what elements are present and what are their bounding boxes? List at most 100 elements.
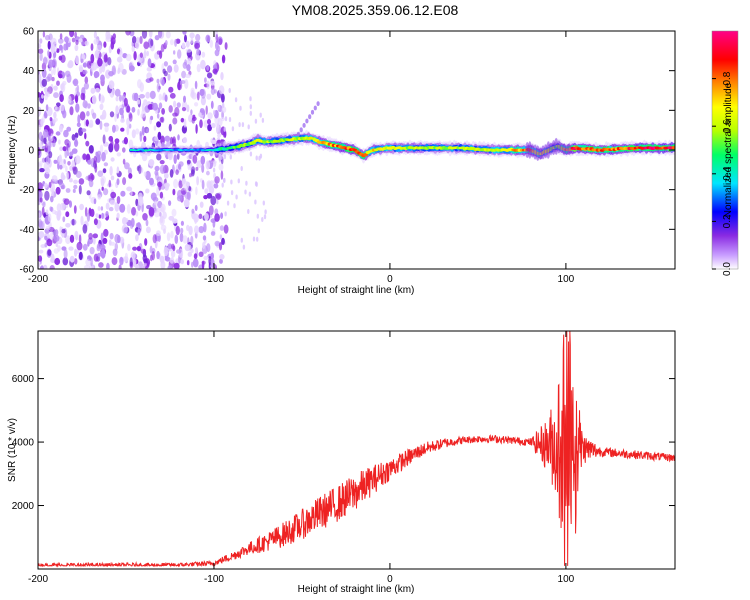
noise-blob bbox=[196, 63, 201, 73]
noise-blob bbox=[80, 92, 85, 101]
noise-blob bbox=[137, 108, 140, 116]
spectrogram-x-ticks: -200 -100 0 100 bbox=[28, 31, 575, 285]
noise-blob bbox=[163, 172, 169, 179]
noise-blob bbox=[82, 224, 88, 234]
noise-blob bbox=[249, 110, 252, 116]
noise-blob bbox=[90, 43, 94, 51]
noise-blob bbox=[135, 128, 140, 135]
colorbar-frame bbox=[711, 30, 739, 270]
noise-blob bbox=[180, 259, 184, 265]
noise-blob bbox=[224, 211, 227, 217]
noise-blob bbox=[148, 159, 155, 167]
noise-blob bbox=[44, 147, 48, 152]
noise-blob bbox=[112, 124, 116, 133]
noise-blob bbox=[175, 225, 180, 236]
noise-blob bbox=[97, 252, 102, 257]
noise-blob bbox=[38, 191, 43, 199]
noise-blob bbox=[110, 175, 115, 181]
spectrogram-y-label: Frequency (Hz) bbox=[7, 116, 18, 185]
noise-blob bbox=[55, 131, 61, 136]
noise-blob bbox=[214, 213, 220, 222]
noise-blob bbox=[88, 123, 94, 128]
noise-blob bbox=[54, 105, 58, 111]
noise-blob bbox=[50, 195, 54, 203]
noise-blob bbox=[164, 94, 168, 102]
noise-blob bbox=[186, 159, 191, 164]
noise-blob bbox=[185, 48, 192, 53]
noise-blob bbox=[220, 212, 224, 219]
y-tick-label: -60 bbox=[20, 265, 35, 276]
noise-blob bbox=[143, 51, 147, 59]
noise-blob bbox=[99, 94, 105, 104]
noise-blob bbox=[42, 115, 45, 124]
noise-blob bbox=[63, 249, 68, 259]
noise-blob bbox=[93, 31, 97, 39]
noise-blob bbox=[161, 108, 166, 115]
noise-blob bbox=[65, 211, 70, 218]
noise-blob bbox=[65, 188, 71, 193]
noise-blob bbox=[44, 34, 51, 41]
noise-blob bbox=[101, 63, 106, 73]
noise-blob bbox=[127, 243, 131, 251]
noise-blob bbox=[93, 71, 100, 78]
noise-blob bbox=[144, 238, 148, 246]
noise-blob bbox=[104, 125, 109, 133]
noise-blob bbox=[102, 134, 106, 144]
noise-blob bbox=[143, 171, 147, 177]
noise-blob bbox=[122, 217, 127, 225]
noise-blob bbox=[154, 165, 160, 172]
noise-blob bbox=[66, 150, 70, 157]
noise-blob bbox=[129, 65, 135, 72]
noise-blob bbox=[64, 149, 68, 159]
noise-blob bbox=[228, 88, 231, 93]
noise-blob bbox=[89, 246, 95, 255]
snr-panel: -200 -100 0 100 2000 4000 6000 Height of stra… bbox=[7, 330, 676, 595]
noise-blob bbox=[110, 139, 114, 149]
noise-blob bbox=[87, 159, 92, 165]
noise-blob bbox=[202, 241, 206, 250]
noise-blob bbox=[263, 214, 267, 220]
noise-blob bbox=[46, 91, 50, 98]
noise-blob bbox=[145, 226, 151, 234]
noise-blob bbox=[216, 199, 219, 205]
noise-blob bbox=[194, 42, 200, 49]
noise-blob bbox=[202, 235, 207, 241]
noise-blob bbox=[221, 93, 225, 103]
noise-blob bbox=[41, 78, 47, 87]
noise-blob bbox=[159, 191, 164, 199]
noise-blob bbox=[249, 104, 252, 110]
noise-blob bbox=[105, 211, 109, 217]
noise-blob bbox=[220, 154, 223, 160]
noise-blob bbox=[163, 246, 169, 257]
noise-blob bbox=[74, 132, 79, 139]
noise-blob bbox=[38, 249, 44, 254]
noise-blob bbox=[42, 201, 46, 208]
noise-blob bbox=[194, 225, 199, 234]
noise-blob bbox=[73, 184, 78, 190]
noise-blob bbox=[58, 55, 63, 61]
snr-y-label: SNR (10 * v/v) bbox=[7, 418, 18, 482]
noise-blob bbox=[201, 51, 206, 58]
noise-blob bbox=[139, 82, 144, 93]
noise-blob bbox=[161, 79, 165, 86]
noise-blob bbox=[39, 168, 45, 173]
noise-blob bbox=[183, 180, 190, 191]
noise-blob bbox=[93, 253, 99, 262]
noise-blob bbox=[114, 142, 120, 152]
noise-blob bbox=[44, 235, 48, 241]
noise-blob bbox=[98, 214, 102, 219]
noise-blob bbox=[100, 206, 104, 211]
noise-blob bbox=[169, 257, 175, 264]
noise-blob bbox=[145, 170, 151, 181]
noise-blob bbox=[169, 92, 176, 99]
noise-blob bbox=[38, 255, 43, 262]
noise-blob bbox=[128, 139, 134, 150]
noise-blob bbox=[171, 138, 175, 144]
noise-blob bbox=[212, 68, 218, 74]
noise-blob bbox=[82, 69, 88, 75]
noise-blob bbox=[150, 39, 154, 47]
noise-blob bbox=[84, 207, 88, 217]
noise-blob bbox=[133, 259, 136, 268]
noise-blob bbox=[116, 166, 120, 174]
noise-blob bbox=[99, 66, 103, 74]
